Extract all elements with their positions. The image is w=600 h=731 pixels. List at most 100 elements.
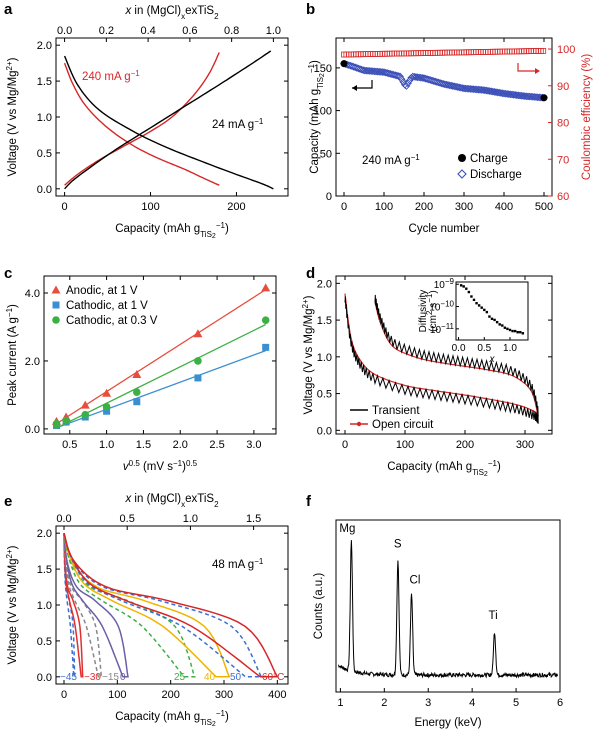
temperature-label: 40 <box>204 672 216 683</box>
peak-label-S: S <box>394 539 402 551</box>
capacity-point <box>402 82 411 90</box>
data-point-cathodic-1v <box>133 398 141 406</box>
fit-line-0 <box>54 289 267 426</box>
x-tick-label: 300 <box>516 439 534 451</box>
inset-data-point <box>490 317 494 321</box>
x-axis-title: v0.5 (mV s−1)0.5 <box>123 459 198 474</box>
y2-tick-label: 90 <box>557 81 569 93</box>
series-line-0 <box>63 62 220 186</box>
data-point-cathodic-0-3v <box>81 410 90 419</box>
x-tick-label: 0 <box>342 439 348 451</box>
top-axis-title: x in (MgCl)xexTiS2 <box>124 5 219 21</box>
efficiency-arrow <box>517 63 538 72</box>
x-axis-title: Capacity (mAh gTiS2−1) <box>387 459 501 479</box>
capacity-point <box>469 85 478 94</box>
x-tick-label: 0 <box>341 201 347 213</box>
y-axis-title: Peak current (A g−1) <box>5 304 20 406</box>
panel-a: 0 100 200 0.0 0.5 1.0 1.5 2.0 0.0 0.2 0.4 0.6 0.8 1.0… <box>5 5 289 240</box>
top-tick-label: 1.0 <box>266 25 281 37</box>
capacity-point <box>501 89 510 98</box>
data-point-cathodic-0-3v <box>194 357 202 365</box>
data-point-cathodic-1v <box>194 374 202 382</box>
capacity-point <box>476 85 484 94</box>
inset-data-point <box>483 308 486 312</box>
plot-frame <box>335 519 561 693</box>
panel-letter-c: c <box>4 265 12 282</box>
x-axis-title: Capacity (mAh gTiS2−1) <box>115 709 229 729</box>
inset-data-point <box>503 326 507 329</box>
capacity-point <box>376 68 385 76</box>
inset-data-point <box>488 315 491 318</box>
temperature-label: 60°C <box>262 672 284 683</box>
legend-label: Anodic, at 1 V <box>66 285 138 297</box>
panel-letter-d: d <box>306 265 315 282</box>
x-tick-label: 1.0 <box>99 439 114 451</box>
x-tick-label: 200 <box>415 201 433 213</box>
capacity-point <box>503 90 512 98</box>
capacity-point <box>506 90 515 99</box>
capacity-point <box>525 92 534 101</box>
x-tick-label: 200 <box>227 201 245 213</box>
x-tick-label: 300 <box>215 689 233 701</box>
x-tick-label: 100 <box>108 689 126 701</box>
data-point-cathodic-0-3v <box>52 420 61 428</box>
inset-data-point <box>511 329 514 333</box>
data-point-cathodic-0-3v <box>62 416 70 425</box>
capacity-point <box>362 66 371 75</box>
capacity-point <box>404 79 412 88</box>
capacity-point <box>365 67 374 75</box>
inset-x-tick-label: 1.0 <box>503 343 517 354</box>
x-tick-label: 2.0 <box>173 439 188 451</box>
top-tick-label: 0.0 <box>56 513 71 525</box>
capacity-point <box>471 85 480 94</box>
inset-y-tick-label: 10−10 <box>429 299 454 314</box>
y-tick-label: 1.0 <box>317 352 332 364</box>
y-tick-label: 2.0 <box>37 528 52 540</box>
capacity-point <box>517 91 526 100</box>
y-tick-label: 1.5 <box>37 564 52 576</box>
temperature-label: −45 <box>60 672 77 683</box>
capacity-point <box>508 90 516 99</box>
capacity-point <box>468 85 476 93</box>
y-tick-label: 0 <box>326 191 332 203</box>
top-tick-label: 0.5 <box>120 513 135 525</box>
efficiency-point <box>540 47 547 54</box>
x-axis-title: Energy (keV) <box>414 717 481 729</box>
temperature-label: −15 <box>102 672 119 683</box>
top-tick-label: 0.8 <box>224 25 239 37</box>
y2-tick-label: 60 <box>557 191 569 203</box>
capacity-point <box>533 93 542 102</box>
x-tick-label: 6 <box>557 697 563 709</box>
data-point-cathodic-0-3v <box>102 403 111 411</box>
y-tick-label: 1.0 <box>37 600 52 612</box>
temperature-curve-3 <box>63 533 129 678</box>
x-tick-label: 3.0 <box>246 439 261 451</box>
fit-line-2 <box>54 323 266 430</box>
y2-tick-label: 80 <box>557 118 569 130</box>
panel-letter-e: e <box>4 493 12 510</box>
top-tick-label: 0.4 <box>140 25 155 37</box>
temperature-curve-1 <box>63 533 84 678</box>
inset-data-point <box>495 320 499 324</box>
capacity-point <box>461 84 470 93</box>
temperature-curve-2 <box>63 533 103 678</box>
x-tick-label: 0 <box>62 201 68 213</box>
y-tick-label: 0.0 <box>25 424 40 436</box>
panel-letter-b: b <box>306 1 315 18</box>
y-tick-label: 4.0 <box>25 288 40 300</box>
data-point-anodic <box>193 329 203 338</box>
rate-annotation: 240 mA g−1 <box>362 153 420 168</box>
x-axis-title: Capacity (mAh gTiS2−1) <box>115 221 229 241</box>
series-line-2 <box>63 55 274 190</box>
temperature-label: 25 <box>174 672 186 683</box>
x-tick-label: 200 <box>161 689 179 701</box>
capacity-point <box>532 93 540 101</box>
x-tick-label: 100 <box>141 201 159 213</box>
inset-data-point <box>501 324 504 327</box>
inset-data-point <box>470 295 473 298</box>
temperature-curve-5 <box>63 533 231 678</box>
inset-frame <box>455 281 529 341</box>
capacity-end-point <box>540 94 548 102</box>
y-tick-label: 0.5 <box>37 636 52 648</box>
